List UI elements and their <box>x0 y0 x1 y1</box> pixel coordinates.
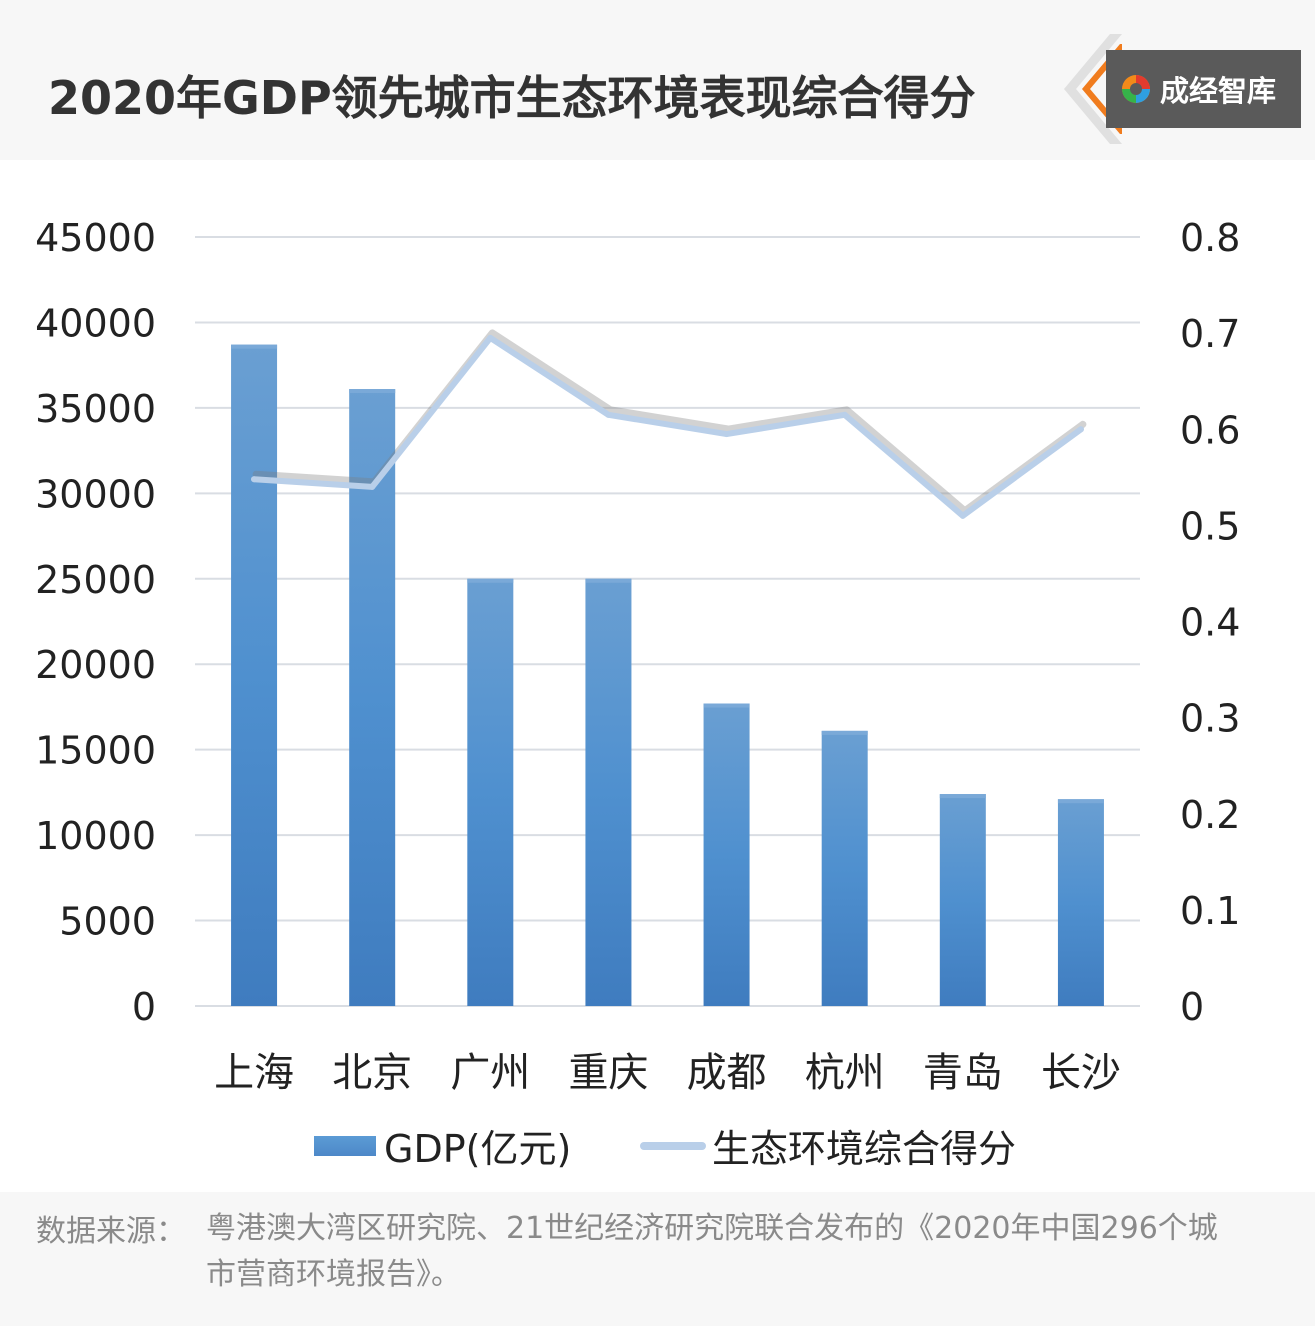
y-left-tick-label: 20000 <box>35 643 156 687</box>
line-point-重庆 <box>605 411 612 418</box>
y-left-tick-label: 30000 <box>35 472 156 516</box>
bar-重庆 <box>585 578 632 1006</box>
line-point-上海 <box>251 476 258 483</box>
legend-label-gdp: GDP(亿元) <box>384 1127 572 1171</box>
bar-北京 <box>349 389 396 1006</box>
y-right-tick-label: 0.5 <box>1180 504 1240 548</box>
y-left-tick-label: 40000 <box>35 301 156 345</box>
x-tick-label: 成都 <box>687 1050 767 1096</box>
y-right-tick-label: 0.3 <box>1180 697 1240 741</box>
bar-cap <box>349 389 396 394</box>
x-tick-label: 北京 <box>332 1050 412 1096</box>
line-point-杭州 <box>841 411 848 418</box>
bar-cap <box>231 344 278 349</box>
chart-title: 2020年GDP领先城市生态环境表现综合得分 <box>48 71 976 125</box>
line-point-成都 <box>723 431 730 438</box>
y-right-tick-label: 0.7 <box>1180 312 1240 356</box>
combo-chart: 0 5000 10000 15000 20000 25000 30000 35000 40000… <box>35 216 1240 1096</box>
legend-swatch-line <box>640 1141 706 1150</box>
bar-cap <box>585 578 632 583</box>
y-left-tick-label: 0 <box>132 985 156 1029</box>
x-tick-label: 杭州 <box>805 1050 885 1096</box>
y-left-tick-label: 45000 <box>35 216 156 260</box>
brand-badge: 成经智库 <box>1106 50 1301 128</box>
x-tick-label: 重庆 <box>568 1050 648 1096</box>
y-left-tick-label: 25000 <box>35 558 156 602</box>
y-left-tick-label: 10000 <box>35 814 156 858</box>
y-left-tick-label: 35000 <box>35 387 156 431</box>
source-prefix: 数据来源： <box>36 1214 186 1249</box>
bar-杭州 <box>821 730 868 1006</box>
x-tick-label: 上海 <box>214 1050 294 1096</box>
header: 2020年GDP领先城市生态环境表现综合得分 成经智库 <box>0 0 1315 160</box>
line-series-score <box>251 334 1084 519</box>
y-right-tick-label: 0 <box>1180 985 1204 1029</box>
bar-cap <box>939 794 986 799</box>
legend: GDP(亿元) 生态环境综合得分 <box>0 1118 1315 1178</box>
bar-cap <box>821 730 868 735</box>
line-point-广州 <box>487 334 494 341</box>
source-text: 粤港澳大湾区研究院、21世纪经济研究院联合发布的《2020年中国296个城市营商… <box>206 1211 1218 1292</box>
legend-label-score: 生态环境综合得分 <box>712 1127 1017 1171</box>
legend-swatch-bar <box>314 1135 376 1156</box>
y-right-tick-label: 0.4 <box>1180 601 1240 645</box>
y-right-tick-label: 0.6 <box>1180 408 1240 452</box>
brand-name: 成经智库 <box>1160 74 1277 108</box>
line-point-长沙 <box>1077 426 1084 433</box>
y-right-tick-label: 0.2 <box>1180 793 1240 837</box>
bar-上海 <box>231 344 278 1006</box>
bar-成都 <box>703 703 750 1006</box>
chart-area: 0 5000 10000 15000 20000 25000 30000 35000 40000… <box>0 160 1315 1190</box>
x-tick-label: 广州 <box>450 1050 530 1096</box>
legend-item-score: 生态环境综合得分 <box>640 1118 1016 1173</box>
bar-广州 <box>467 578 514 1006</box>
line-point-北京 <box>369 483 376 490</box>
y-left-tick-label: 15000 <box>35 729 156 773</box>
bar-cap <box>1057 799 1104 804</box>
y-right-tick-label: 0.1 <box>1180 889 1240 933</box>
line-point-青岛 <box>959 512 966 519</box>
y-left-tick-label: 5000 <box>59 900 156 944</box>
bar-cap <box>467 578 514 583</box>
y-right-tick-label: 0.8 <box>1180 216 1240 260</box>
swirl-logo-icon <box>1122 75 1150 103</box>
bar-青岛 <box>939 794 986 1006</box>
legend-item-gdp: GDP(亿元) <box>314 1118 571 1173</box>
x-tick-label: 青岛 <box>923 1050 1003 1096</box>
bar-长沙 <box>1057 799 1104 1006</box>
source-note: 数据来源： 粤港澳大湾区研究院、21世纪经济研究院联合发布的《2020年中国29… <box>0 1192 1315 1326</box>
x-tick-label: 长沙 <box>1041 1050 1121 1096</box>
bar-cap <box>703 703 750 708</box>
